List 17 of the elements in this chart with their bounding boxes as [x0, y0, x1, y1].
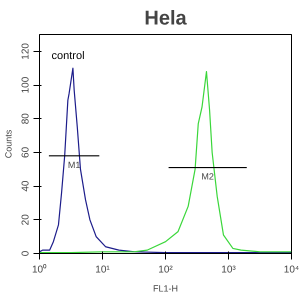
y-tick-label: 120 — [20, 42, 32, 60]
x-tick-label: 10⁴ — [284, 264, 300, 276]
y-tick-label: 0 — [20, 250, 32, 256]
y-tick-label: 100 — [20, 76, 32, 94]
y-tick-label: 20 — [20, 214, 32, 226]
chart-title: Hela — [144, 8, 188, 30]
y-axis-title: Counts — [4, 129, 14, 158]
x-axis-title: FL1-H — [153, 284, 178, 294]
x-tick-label: 10² — [158, 264, 174, 276]
x-tick-label: 10⁰ — [32, 264, 48, 276]
x-tick-label: 10¹ — [95, 264, 110, 276]
annotation: M2 — [201, 172, 214, 182]
x-tick-label: 10³ — [221, 264, 236, 276]
series-label: control — [52, 50, 85, 62]
y-tick-label: 80 — [20, 112, 32, 124]
y-tick-label: 60 — [20, 146, 32, 158]
y-tick-label: 40 — [20, 180, 32, 192]
